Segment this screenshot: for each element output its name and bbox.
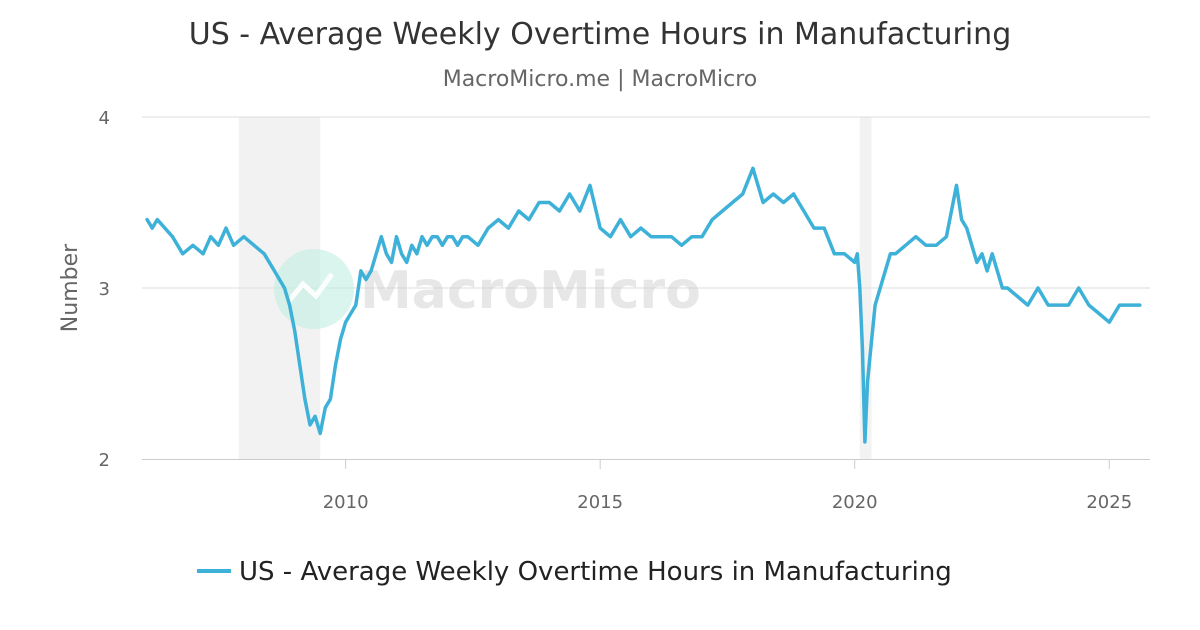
series-layer	[145, 166, 1142, 444]
y-tick-label-4: 4	[99, 108, 110, 129]
y-axis-ticks: 2 3 4	[99, 108, 110, 471]
x-axis-ticks: 2010 2015 2020 2025	[323, 459, 1132, 513]
y-axis-label: Number	[58, 243, 83, 332]
x-tick-label-2025: 2025	[1086, 492, 1132, 513]
series-line-1[interactable]	[145, 166, 1142, 444]
y-tick-label-3: 3	[99, 279, 110, 300]
x-tick-label-2010: 2010	[323, 492, 369, 513]
chart-subtitle: MacroMicro.me | MacroMicro	[443, 67, 758, 92]
legend-label: US - Average Weekly Overtime Hours in Ma…	[239, 557, 952, 587]
chart-title: US - Average Weekly Overtime Hours in Ma…	[189, 17, 1011, 52]
watermark-text: MacroMicro	[360, 261, 701, 321]
y-tick-label-2: 2	[99, 450, 110, 471]
legend[interactable]: US - Average Weekly Overtime Hours in Ma…	[197, 557, 952, 587]
watermark-logo-stroke	[286, 272, 335, 304]
watermark-logo-icon	[274, 249, 354, 329]
x-tick-label-2015: 2015	[577, 492, 623, 513]
watermark: MacroMicro	[274, 249, 701, 329]
x-tick-label-2020: 2020	[832, 492, 878, 513]
